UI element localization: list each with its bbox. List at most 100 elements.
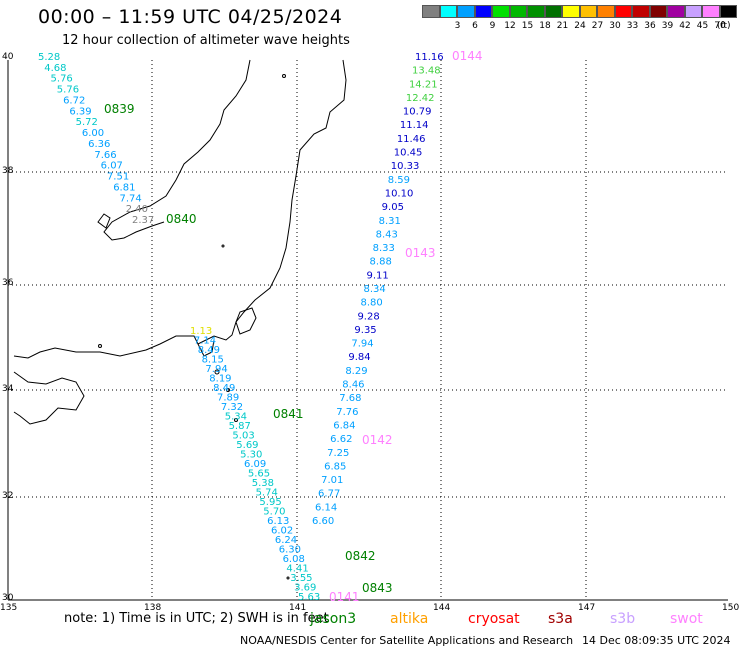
page-subtitle: 12 hour collection of altimeter wave hei…: [62, 33, 350, 48]
wave-height-label: 9.05: [382, 202, 404, 213]
color-swatch: [614, 5, 632, 18]
pass-time-label: 0142: [362, 433, 393, 447]
wave-height-label: 5.34: [225, 412, 247, 423]
wave-height-label: 14.21: [409, 79, 438, 90]
wave-height-label: 11.14: [400, 120, 429, 131]
wave-height-label: 8.33: [373, 243, 395, 254]
color-scale-label: 39: [661, 21, 674, 31]
color-scale-label: 18: [539, 21, 551, 31]
wave-height-label: 8.34: [364, 284, 386, 295]
island-small-1: [221, 244, 225, 248]
wave-height-label: 9.28: [357, 311, 379, 322]
color-scale-label: 36: [644, 21, 656, 31]
latitude-label: 32: [2, 491, 14, 501]
wave-height-label: 6.14: [315, 502, 337, 513]
color-scale-label: 24: [574, 21, 586, 31]
color-swatch: [492, 5, 510, 18]
legend-item-cryosat: cryosat: [468, 611, 520, 627]
wave-height-label: 6.85: [324, 461, 346, 472]
wave-height-label: 8.88: [370, 257, 392, 268]
wave-height-label: 7.74: [119, 193, 141, 204]
wave-height-label: 9.84: [348, 352, 370, 363]
island-miyake: [226, 388, 230, 392]
graticule: [8, 60, 728, 600]
coastline: [13, 59, 347, 580]
latitude-label: 40: [2, 52, 14, 62]
color-swatch: [632, 5, 650, 18]
wave-height-label: 6.62: [330, 434, 352, 445]
wave-height-label: 6.77: [318, 489, 340, 500]
wave-height-label: 5.76: [51, 74, 73, 85]
footer-timestamp: 14 Dec 08:09:35 UTC 2024: [582, 634, 731, 647]
color-swatch: [579, 5, 597, 18]
wave-height-label: 10.10: [385, 188, 414, 199]
color-scale-unit: (ft): [717, 21, 731, 31]
wave-height-label: 8.80: [360, 298, 382, 309]
wave-height-label: 5.76: [57, 85, 79, 96]
color-swatch: [439, 5, 457, 18]
wave-height-label: 6.36: [88, 139, 110, 150]
pass-time-label: 0842: [345, 549, 376, 563]
wave-height-label: 7.68: [339, 393, 361, 404]
wave-height-label: 7.66: [94, 150, 116, 161]
wave-height-label: 7.76: [336, 407, 358, 418]
wave-height-label: 6.81: [113, 182, 135, 193]
wave-height-label: 5.95: [259, 497, 281, 508]
wave-height-label: 7.32: [221, 402, 243, 413]
latitude-label: 30: [2, 593, 14, 603]
wave-height-label: 10.79: [403, 107, 432, 118]
wave-height-label: 6.84: [333, 420, 355, 431]
color-swatch: [474, 5, 492, 18]
color-swatch: [457, 5, 475, 18]
longitude-label: 147: [578, 603, 596, 613]
wave-height-label: 8.49: [213, 383, 235, 394]
latitude-label: 34: [2, 384, 14, 394]
wave-height-label: 5.03: [232, 431, 254, 442]
wave-height-label: 2.37: [132, 215, 154, 226]
island-small-2: [286, 576, 290, 580]
wave-height-label: 8.15: [202, 355, 224, 366]
color-scale-label: 30: [609, 21, 621, 31]
wave-height-label: 6.39: [69, 106, 91, 117]
longitude-label: 138: [144, 603, 162, 613]
wave-height-label: 10.33: [391, 161, 420, 172]
longitude-label: 135: [0, 603, 18, 613]
shikoku-coast: [13, 371, 85, 425]
wave-height-label: 7.14: [194, 336, 216, 347]
latitude-label: 36: [2, 278, 14, 288]
wave-height-label: 4.41: [286, 564, 308, 575]
wave-height-label: 5.38: [252, 478, 274, 489]
color-swatch: [509, 5, 527, 18]
color-swatch: [667, 5, 685, 18]
izu-peninsula: [197, 339, 215, 357]
sea-of-japan-coast: [103, 59, 251, 241]
color-swatch: [562, 5, 580, 18]
color-scale-label: 45: [696, 21, 709, 31]
pass-time-label: 0143: [405, 246, 436, 260]
pass-time-label: 0144: [452, 49, 483, 63]
wave-height-label: 5.74: [256, 488, 278, 499]
wave-height-label: 5.30: [240, 450, 262, 461]
color-swatch: [597, 5, 615, 18]
island-izu-oshima: [214, 369, 220, 375]
color-scale-label: 70: [714, 21, 726, 31]
color-swatch: [422, 5, 440, 18]
wave-height-label: 8.43: [376, 229, 398, 240]
honshu-coast: [13, 59, 347, 359]
color-scale-label: 6: [472, 21, 478, 31]
latitude-label: 38: [2, 166, 14, 176]
wave-height-label: 6.24: [275, 535, 297, 546]
wave-height-label: 8.31: [379, 216, 401, 227]
color-swatch: [684, 5, 702, 18]
wave-height-label: 5.87: [229, 421, 251, 432]
color-swatch: [544, 5, 562, 18]
wave-height-label: 5.70: [263, 507, 285, 518]
wave-height-label: 7.94: [205, 364, 227, 375]
color-swatch: [702, 5, 720, 18]
longitude-label: 144: [433, 603, 451, 613]
wave-height-label: 9.11: [367, 270, 389, 281]
wave-height-label: 6.09: [244, 459, 266, 470]
wave-height-label: 7.51: [107, 172, 129, 183]
island-sado: [282, 74, 286, 78]
